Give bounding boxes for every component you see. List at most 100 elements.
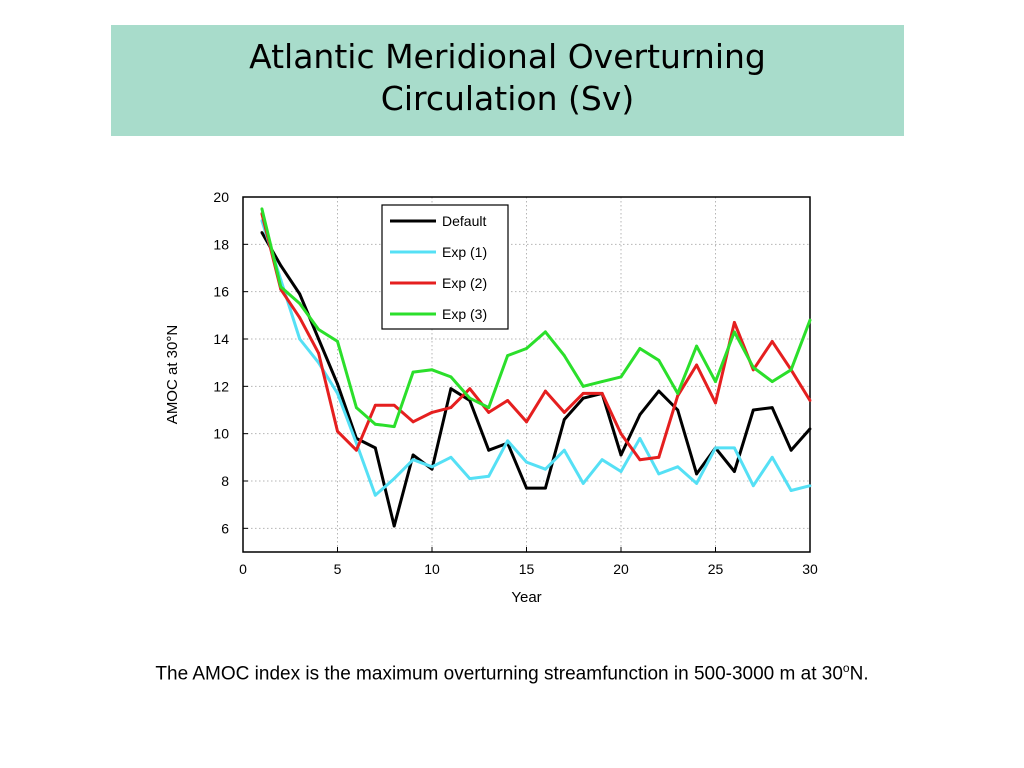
data-point-series-2: [411, 458, 415, 462]
data-point-series-4: [695, 344, 698, 348]
data-point-series-1: [392, 524, 396, 528]
y-tick-label: 8: [221, 473, 229, 489]
data-point-series-3: [449, 406, 453, 410]
data-point-series-1: [808, 427, 812, 431]
y-tick-label: 10: [213, 426, 229, 442]
data-point-series-4: [638, 347, 642, 350]
legend-box: [381, 204, 509, 330]
data-point-series-4: [714, 380, 717, 383]
x-tick-label: 30: [802, 561, 818, 577]
data-point-series-2: [789, 489, 793, 492]
x-tick-label: 20: [613, 561, 629, 577]
data-point-series-4: [336, 339, 339, 343]
y-axis-label: AMOC at 30°N: [164, 325, 181, 424]
title-banner: Atlantic Meridional Overturning Circulat…: [111, 25, 904, 136]
data-point-series-2: [373, 493, 377, 497]
data-point-series-4: [770, 380, 774, 383]
x-tick-label: 15: [519, 561, 535, 577]
data-point-series-4: [619, 375, 623, 379]
data-point-series-4: [355, 406, 358, 410]
series-line-1: [260, 231, 812, 528]
data-point-series-3: [355, 448, 358, 452]
data-point-series-4: [449, 375, 453, 379]
data-point-series-1: [619, 453, 623, 457]
data-point-series-1: [525, 486, 528, 490]
data-point-series-4: [430, 368, 434, 372]
series-line-4: [260, 208, 812, 429]
data-point-series-1: [770, 406, 774, 410]
y-tick-label: 14: [213, 331, 229, 347]
data-point-series-2: [449, 455, 453, 459]
data-point-series-3: [676, 394, 680, 398]
data-point-series-3: [657, 455, 661, 459]
data-point-series-4: [468, 396, 472, 400]
data-point-series-4: [487, 406, 491, 410]
data-point-series-4: [733, 330, 736, 334]
data-point-series-1: [657, 389, 661, 393]
data-point-series-3: [411, 420, 415, 424]
data-point-series-4: [373, 422, 377, 426]
data-point-series-1: [544, 486, 547, 490]
data-point-series-3: [695, 363, 698, 367]
data-point-series-4: [562, 354, 566, 357]
y-tick-label: 16: [213, 284, 229, 300]
y-tick-label: 20: [213, 189, 229, 205]
data-point-series-3: [619, 432, 623, 436]
data-point-series-2: [619, 470, 623, 473]
series-line-2: [260, 220, 811, 497]
y-tick-label: 6: [221, 520, 229, 536]
data-point-series-2: [733, 446, 736, 450]
data-point-series-4: [657, 358, 661, 362]
data-point-series-2: [751, 484, 755, 488]
data-point-series-3: [336, 429, 339, 433]
data-point-series-3: [317, 351, 320, 355]
data-point-series-4: [808, 318, 812, 322]
caption-text: The AMOC index is the maximum overturnin…: [155, 663, 843, 685]
data-point-series-2: [638, 437, 642, 440]
y-tick-label: 12: [213, 378, 229, 394]
data-point-series-3: [714, 401, 717, 405]
x-axis-label: Year: [511, 589, 541, 606]
data-point-series-2: [808, 484, 812, 488]
data-point-series-3: [544, 389, 547, 393]
data-point-series-2: [657, 472, 661, 476]
data-point-series-4: [544, 330, 547, 334]
data-point-series-4: [789, 368, 793, 372]
slide-title-line-2: Circulation (Sv): [380, 79, 635, 118]
legend-label: Default: [442, 213, 486, 229]
x-tick-label: 0: [239, 561, 247, 577]
data-point-series-3: [638, 458, 642, 462]
data-point-series-2: [600, 458, 604, 462]
data-point-series-1: [336, 382, 339, 386]
data-point-series-2: [392, 477, 396, 481]
data-point-series-1: [733, 470, 736, 473]
slide-title-line-1: Atlantic Meridional Overturning: [249, 37, 766, 76]
x-tick-label: 10: [424, 561, 440, 577]
data-point-series-2: [581, 481, 585, 485]
amoc-line-chart: 0 5 10 15 20 25 30 6 8 10 12 14 16 18 20 Year AMOC at 30…: [164, 189, 818, 606]
data-point-series-4: [279, 285, 283, 289]
caption-superscript: o: [842, 661, 850, 675]
legend-label: Exp (3): [442, 306, 487, 322]
data-point-series-1: [373, 446, 377, 450]
data-point-series-2: [770, 455, 774, 459]
data-point-series-2: [695, 481, 698, 485]
data-point-series-1: [279, 264, 283, 268]
data-point-series-3: [525, 420, 528, 424]
data-point-series-1: [676, 408, 680, 412]
data-point-series-1: [449, 387, 453, 391]
data-point-series-2: [430, 465, 434, 469]
data-point-series-4: [317, 328, 320, 331]
x-tick-label: 5: [334, 561, 342, 577]
data-point-series-2: [506, 439, 509, 443]
data-point-series-2: [714, 446, 717, 450]
y-tick-label: 18: [213, 236, 229, 252]
data-point-series-2: [487, 474, 491, 478]
data-point-series-4: [525, 347, 528, 350]
data-point-series-3: [373, 403, 377, 407]
data-point-series-3: [392, 403, 396, 407]
data-point-series-2: [336, 392, 339, 395]
data-point-series-2: [562, 448, 566, 452]
data-point-series-1: [581, 396, 585, 400]
legend-label: Exp (2): [442, 275, 487, 291]
